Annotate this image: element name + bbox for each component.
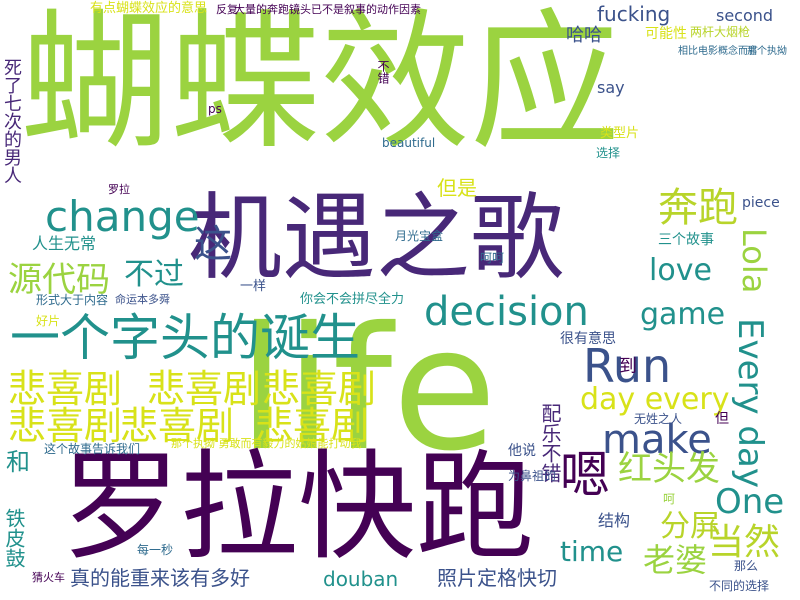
word-he: 和 <box>6 448 30 476</box>
word-mingyun: 命运本多舜 <box>115 293 170 306</box>
word-dao: 到 <box>616 356 637 374</box>
word-nagezhiniu: 那个执拗 <box>747 46 787 57</box>
word-luolakuaipao: 罗拉快跑 <box>62 438 535 576</box>
word-xingshi: 形式大于内容 <box>36 293 109 307</box>
word-meiyimiao: 每一秒 <box>137 543 174 557</box>
word-kenengxing: 可能性 <box>645 26 687 42</box>
word-yiyang: 一样 <box>240 279 267 294</box>
word-caihuoche: 猜火车 <box>32 571 65 584</box>
word-danshi: 但是 <box>437 176 477 200</box>
word-zhaopian: 照片定格快切 <box>437 566 557 590</box>
word-wuxingzhiren: 无姓之人 <box>634 412 683 426</box>
word-daliang: 大量的奔跑镜头已不是叙事的动作因素 <box>234 3 421 16</box>
word-dangran: 当然 <box>708 522 781 563</box>
word-laopo: 老婆 <box>643 541 708 579</box>
word-beixiju-3: 悲喜剧 <box>262 367 377 411</box>
word-buguo: 不过 <box>124 257 184 292</box>
word-haopian: 好片 <box>36 314 61 328</box>
word-weibizu: 为鼻祖的 <box>508 469 557 483</box>
word-zhegegushi: 这个故事告诉我们 <box>44 442 141 456</box>
word-run: Run <box>583 339 672 393</box>
word-tashuo: 他说 <box>508 443 536 459</box>
word-piece: piece <box>742 195 780 211</box>
word-hongtoufa: 红头发 <box>618 449 720 489</box>
word-zhendeneng: 真的能重来该有多好 <box>70 566 250 590</box>
word-nagezhiniu-long: 那个执拗 勇敢而有毅力的姑娘能打动我 <box>171 437 362 450</box>
word-sangegushi: 三个故事 <box>658 232 714 248</box>
word-ps: ps <box>208 102 222 116</box>
word-change: change <box>45 192 200 241</box>
word-siliqici: 死了七次的男人 <box>1 58 22 184</box>
word-beixiju-6: 悲喜剧 <box>255 404 370 448</box>
word-xiangbi: 相比电影概念而言 <box>678 46 758 57</box>
word-beixiju-5: 悲喜剧 <box>120 404 235 448</box>
word-beixiju-2: 悲喜剧 <box>147 367 262 411</box>
word-game: game <box>640 297 726 332</box>
word-fenping: 分屏 <box>660 509 720 544</box>
word-make: make <box>602 417 712 463</box>
word-hehe: 呵呵 <box>480 251 505 265</box>
word-yigezitou: 一个字头的诞生 <box>10 309 360 367</box>
word-nihuibuhui: 你会不会拼尽全力 <box>300 292 405 307</box>
word-xuanze: 选择 <box>596 146 621 160</box>
word-tiepigu: 铁皮鼓 <box>2 508 26 568</box>
word-every-day: Every day <box>730 318 770 488</box>
word-butongdexuanze: 不同的选择 <box>709 579 770 593</box>
word-day-every: day every <box>580 382 730 417</box>
word-dan: 但 <box>715 411 729 427</box>
word-love: love <box>649 253 712 288</box>
word-name: 那么 <box>734 559 759 573</box>
word-second: second <box>716 6 774 25</box>
word-henyouyisi: 很有意思 <box>560 331 616 347</box>
word-he-small: 呵 <box>663 492 676 506</box>
word-jiegou: 结构 <box>598 511 631 530</box>
word-yueguang: 月光宝盒 <box>395 229 444 243</box>
word-youdian: 有点蝴蝶效应的意思 <box>90 1 208 16</box>
word-benpao: 奔跑 <box>658 185 738 231</box>
word-bucuo: 不错 <box>376 60 390 84</box>
word-beautiful: beautiful <box>382 136 436 150</box>
word-leixingpian: 类型片 <box>600 126 640 141</box>
word-time: time <box>560 535 624 568</box>
word-say: say <box>597 78 625 97</box>
word-lianggan: 两杆大烟枪 <box>690 25 751 39</box>
word-en: 嗯 <box>560 446 610 504</box>
word-one: One <box>715 482 785 522</box>
word-luola: 罗拉 <box>108 183 130 196</box>
word-yuandaima: 源代码 <box>8 260 110 300</box>
word-peiyue: 配乐不错 <box>538 403 562 483</box>
word-haha: 哈哈 <box>566 25 602 46</box>
word-jiyuzhige: 机遇之歌 <box>188 184 565 293</box>
word-fanfu: 反复 <box>216 3 238 16</box>
word-beixiju-1: 悲喜剧 <box>8 367 123 411</box>
word-zhe: 这 <box>194 222 233 266</box>
word-lola: Lola <box>735 228 773 294</box>
word-decision: decision <box>424 289 589 335</box>
word-beixiju-4: 悲喜剧 <box>8 404 123 448</box>
word-hudiexiaoying: 蝴蝶效应 <box>20 0 621 170</box>
word-renshengwuchang: 人生无常 <box>32 234 97 253</box>
word-life: life <box>238 291 497 489</box>
word-fucking: fucking <box>597 2 671 26</box>
word-douban: douban <box>323 567 399 591</box>
